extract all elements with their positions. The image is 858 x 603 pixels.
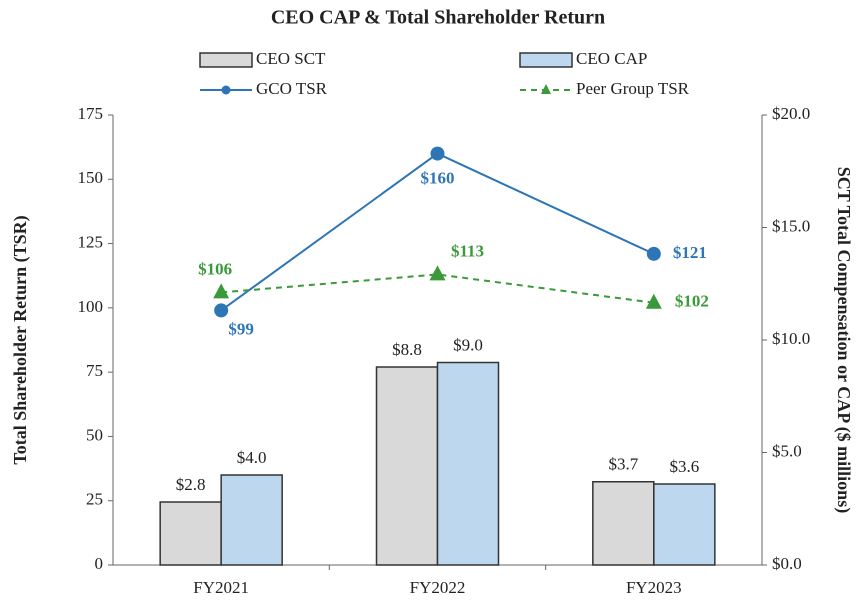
bar-value-label: $4.0 [237, 448, 267, 467]
y-tick-label: 100 [78, 297, 104, 316]
legend-swatch [199, 52, 253, 68]
bar [436, 361, 500, 566]
legend-label: CEO CAP [576, 49, 647, 68]
legend-label: Peer Group TSR [576, 79, 690, 98]
x-tick-label: FY2022 [410, 578, 466, 597]
bar [159, 501, 222, 566]
line-value-label: $102 [675, 292, 709, 311]
y-axis-label: Total Shareholder Return (TSR) [10, 215, 31, 464]
y2-tick-label: $5.0 [772, 441, 802, 460]
y-tick-label: 50 [86, 425, 103, 444]
bar [653, 483, 716, 566]
marker [646, 246, 661, 261]
y-tick-label: 0 [95, 554, 104, 573]
marker [430, 146, 445, 161]
marker [213, 283, 230, 299]
y-tick-label: 150 [78, 168, 104, 187]
bar-value-label: $2.8 [176, 475, 206, 494]
y2-tick-label: $15.0 [772, 216, 810, 235]
legend-swatch [221, 85, 231, 95]
bar-value-label: $3.7 [608, 455, 638, 474]
legend-swatch [541, 84, 551, 94]
bar [375, 366, 439, 566]
marker [429, 265, 446, 281]
bar [592, 481, 655, 566]
marker [645, 293, 662, 309]
chart-title: CEO CAP & Total Shareholder Return [271, 7, 605, 29]
line-value-label: $113 [451, 241, 484, 260]
bar-value-label: $8.8 [392, 340, 422, 359]
line-value-label: $160 [421, 168, 455, 187]
y2-tick-label: $0.0 [772, 554, 802, 573]
y2-axis-label: SCT Total Compensation or CAP ($ million… [833, 167, 854, 513]
x-tick-label: FY2023 [626, 578, 682, 597]
legend-swatch [519, 52, 573, 68]
x-tick-label: FY2021 [193, 578, 249, 597]
line-value-label: $99 [228, 319, 254, 338]
bar [220, 474, 283, 566]
line-value-label: $106 [198, 259, 232, 278]
legend-label: CEO SCT [256, 49, 326, 68]
y2-tick-label: $10.0 [772, 329, 810, 348]
y-tick-label: 25 [86, 490, 103, 509]
marker [214, 303, 229, 318]
y-tick-label: 175 [78, 104, 104, 123]
bar-value-label: $9.0 [453, 335, 483, 354]
legend-label: GCO TSR [256, 79, 328, 98]
line-value-label: $121 [673, 243, 707, 262]
y-tick-label: 125 [78, 232, 104, 251]
bar-value-label: $3.6 [669, 457, 699, 476]
y-tick-label: 75 [86, 361, 103, 380]
y2-tick-label: $20.0 [772, 104, 810, 123]
